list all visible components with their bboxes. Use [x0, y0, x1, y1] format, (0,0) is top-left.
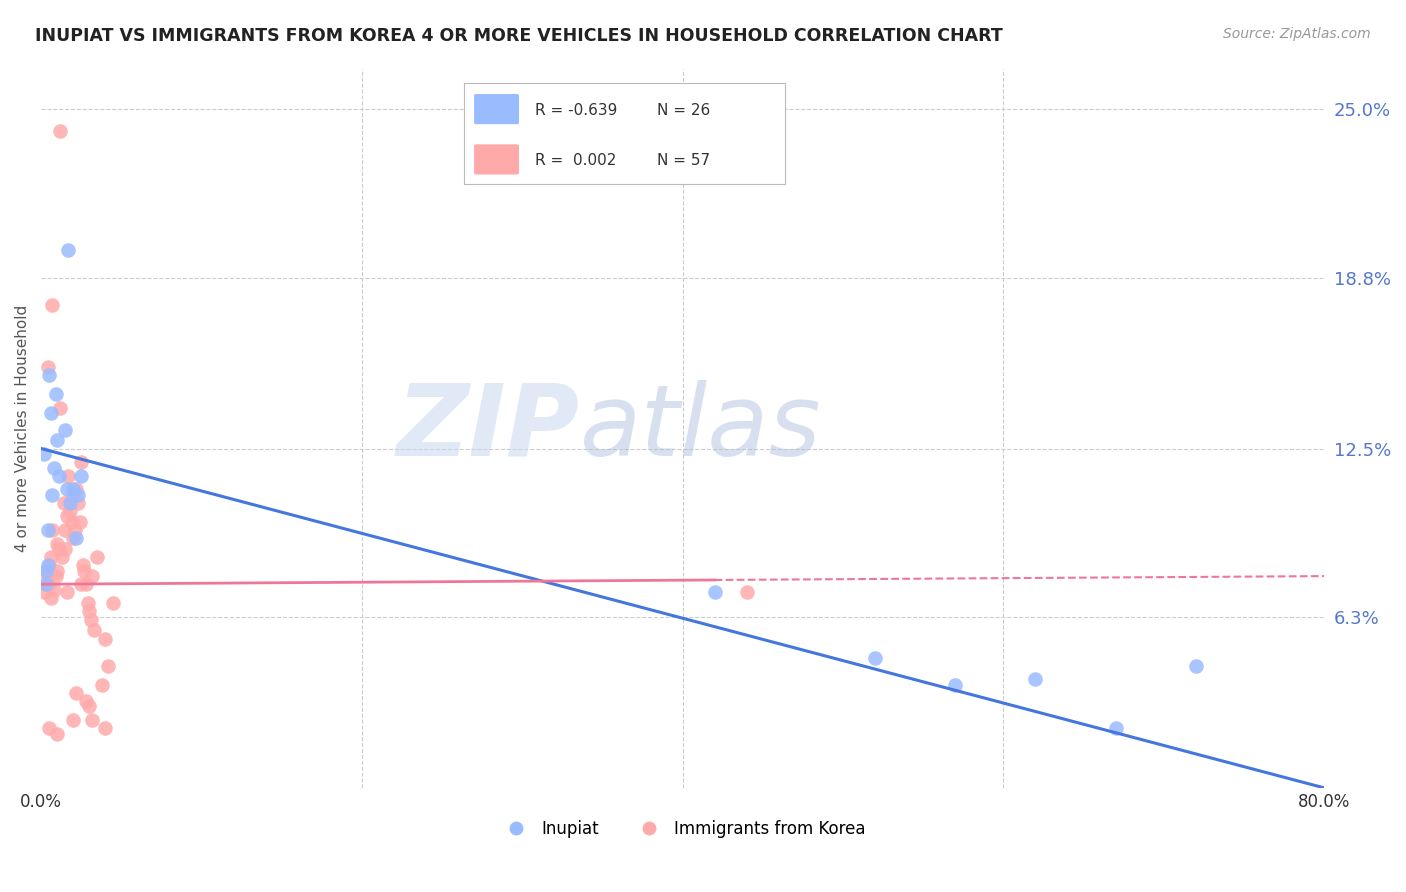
Point — [863, 650, 886, 665]
Text: atlas: atlas — [579, 380, 821, 476]
Point — [82, 569, 104, 583]
Point — [1024, 673, 1046, 687]
Point — [55, 585, 77, 599]
Point — [35, 577, 58, 591]
Point — [38, 721, 60, 735]
Point — [94, 632, 117, 646]
Point — [70, 468, 93, 483]
Point — [62, 488, 84, 502]
Point — [48, 468, 70, 483]
Point — [49, 124, 72, 138]
Point — [58, 468, 80, 483]
Point — [65, 482, 87, 496]
Point — [46, 726, 69, 740]
Point — [97, 658, 120, 673]
Point — [62, 713, 84, 727]
Point — [38, 558, 60, 573]
Point — [91, 678, 114, 692]
Point — [65, 531, 87, 545]
Point — [82, 713, 104, 727]
Point — [35, 577, 58, 591]
Point — [37, 569, 59, 583]
Point — [63, 523, 86, 537]
Point — [49, 401, 72, 415]
Point — [41, 523, 63, 537]
Point — [42, 582, 65, 597]
Point — [86, 550, 108, 565]
Point — [80, 613, 103, 627]
Point — [37, 558, 59, 573]
Point — [69, 515, 91, 529]
Point — [39, 591, 62, 605]
Point — [70, 455, 93, 469]
Text: ZIP: ZIP — [396, 380, 579, 476]
Point — [66, 488, 89, 502]
Point — [35, 564, 58, 578]
Point — [62, 531, 84, 545]
Point — [42, 460, 65, 475]
Point — [35, 564, 58, 578]
Point — [103, 596, 125, 610]
Point — [73, 564, 96, 578]
Point — [735, 585, 758, 599]
Point — [77, 699, 100, 714]
Point — [53, 523, 76, 537]
Point — [34, 447, 56, 461]
Point — [1184, 658, 1206, 673]
Point — [75, 577, 97, 591]
Point — [77, 604, 100, 618]
Point — [703, 585, 725, 599]
Point — [48, 541, 70, 556]
Point — [55, 509, 77, 524]
Point — [59, 496, 82, 510]
Point — [1104, 721, 1126, 735]
Point — [37, 523, 59, 537]
Point — [76, 596, 98, 610]
Point — [58, 244, 80, 258]
Point — [51, 550, 73, 565]
Point — [39, 550, 62, 565]
Point — [41, 488, 63, 502]
Point — [39, 406, 62, 420]
Text: Source: ZipAtlas.com: Source: ZipAtlas.com — [1223, 27, 1371, 41]
Point — [45, 387, 67, 401]
Point — [94, 721, 117, 735]
Point — [83, 624, 105, 638]
Point — [70, 577, 93, 591]
Point — [38, 577, 60, 591]
Point — [46, 536, 69, 550]
Point — [41, 298, 63, 312]
Point — [45, 569, 67, 583]
Point — [65, 686, 87, 700]
Point — [37, 360, 59, 375]
Text: INUPIAT VS IMMIGRANTS FROM KOREA 4 OR MORE VEHICLES IN HOUSEHOLD CORRELATION CHA: INUPIAT VS IMMIGRANTS FROM KOREA 4 OR MO… — [35, 27, 1002, 45]
Point — [46, 564, 69, 578]
Point — [46, 434, 69, 448]
Point — [38, 368, 60, 383]
Point — [62, 482, 84, 496]
Y-axis label: 4 or more Vehicles in Household: 4 or more Vehicles in Household — [15, 304, 30, 552]
Point — [943, 678, 966, 692]
Legend: Inupiat, Immigrants from Korea: Inupiat, Immigrants from Korea — [494, 813, 872, 844]
Point — [72, 558, 94, 573]
Point — [53, 541, 76, 556]
Point — [34, 585, 56, 599]
Point — [75, 694, 97, 708]
Point — [60, 515, 83, 529]
Point — [53, 423, 76, 437]
Point — [52, 496, 75, 510]
Point — [55, 482, 77, 496]
Point — [59, 504, 82, 518]
Point — [66, 496, 89, 510]
